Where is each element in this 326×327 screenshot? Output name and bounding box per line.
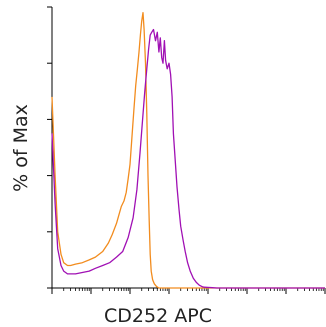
y-axis-label: % of Max bbox=[10, 104, 32, 192]
plot-frame bbox=[51, 7, 325, 289]
series-line-2 bbox=[51, 28, 325, 289]
series-line-1 bbox=[51, 11, 325, 289]
x-axis-label: CD252 APC bbox=[104, 305, 212, 327]
x-axis-ticks bbox=[51, 288, 326, 294]
y-axis-ticks bbox=[47, 6, 52, 289]
series-layer bbox=[51, 11, 325, 289]
